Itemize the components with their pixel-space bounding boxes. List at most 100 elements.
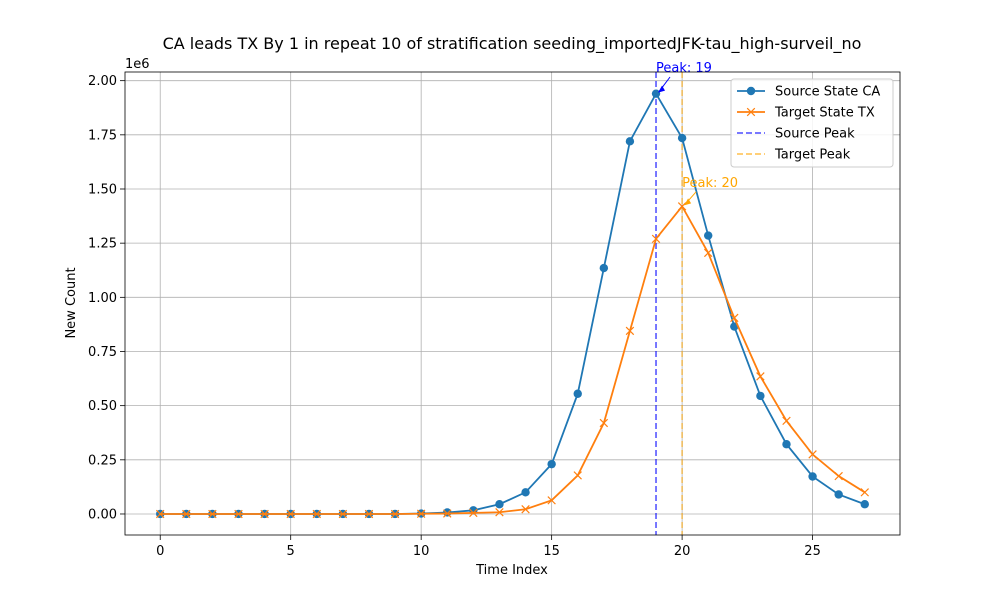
- marker-stroke: [443, 509, 452, 518]
- data-point: [547, 496, 556, 505]
- annotation-label: Peak: 19: [656, 61, 712, 76]
- marker-stroke: [208, 509, 217, 519]
- data-point: [808, 472, 817, 481]
- axes-frame: [124, 71, 901, 536]
- data-point: [808, 450, 817, 459]
- annotation-label: Peak: 20: [682, 176, 738, 191]
- marker-stroke: [625, 326, 635, 336]
- y-tick-label: 1.75: [88, 128, 117, 143]
- data-point: [286, 509, 295, 519]
- y-axis-label: New Count: [64, 267, 79, 338]
- marker-stroke: [521, 504, 530, 514]
- data-point: [599, 418, 609, 428]
- data-point: [312, 509, 322, 519]
- x-axis-label: Time Index: [475, 563, 548, 578]
- data-point: [260, 509, 269, 519]
- data-point: [521, 504, 530, 514]
- series-line: [160, 204, 866, 515]
- legend-box: [730, 78, 894, 168]
- data-point: [364, 509, 374, 519]
- marker-stroke: [338, 509, 348, 519]
- legend-entry: Target State TX: [737, 106, 875, 121]
- y-tick-label: 1.25: [88, 237, 117, 252]
- legend-entry: Source State CA: [737, 85, 880, 100]
- data-point: [625, 326, 635, 336]
- chart-title: CA leads TX By 1 in repeat 10 of stratif…: [163, 34, 862, 54]
- marker-stroke: [677, 202, 687, 211]
- data-point: [651, 234, 661, 244]
- marker-stroke: [182, 509, 191, 519]
- y-tick-label: 0.00: [88, 507, 117, 522]
- marker-stroke: [782, 416, 791, 426]
- x-tick-label: 0: [156, 544, 164, 559]
- marker-stroke: [834, 471, 843, 481]
- y-offset-label: 1e6: [125, 57, 150, 72]
- marker-stroke: [416, 509, 426, 518]
- data-point: [677, 202, 687, 211]
- marker-stroke: [156, 509, 165, 519]
- marker-stroke: [573, 471, 582, 480]
- data-point: [782, 440, 791, 449]
- marker-stroke: [390, 509, 400, 519]
- data-point: [704, 231, 713, 240]
- x-tick-label: 5: [287, 544, 295, 559]
- data-point: [860, 488, 869, 497]
- marker-stroke: [703, 248, 713, 258]
- y-tick-label: 0.25: [88, 453, 117, 468]
- data-point: [756, 372, 765, 381]
- data-point: [703, 248, 713, 258]
- y-tick-label: 0.75: [88, 345, 117, 360]
- data-point: [625, 137, 635, 146]
- data-point: [390, 509, 400, 519]
- marker-stroke: [547, 496, 556, 505]
- legend-label: Target Peak: [774, 148, 851, 163]
- data-point: [573, 389, 582, 398]
- marker-stroke: [364, 509, 374, 519]
- y-tick-label: 1.00: [88, 291, 117, 306]
- data-point: [547, 459, 556, 469]
- x-tick-label: 25: [804, 544, 821, 559]
- marker-stroke: [730, 313, 739, 323]
- data-point: [208, 509, 217, 519]
- data-point: [443, 508, 452, 517]
- legend: Source State CA Target State TX Source Pea…: [730, 78, 894, 168]
- data-point: [860, 500, 869, 509]
- marker-stroke: [495, 508, 504, 517]
- data-point: [834, 471, 843, 481]
- data-point: [416, 509, 426, 518]
- x-tick-label: 10: [413, 544, 430, 559]
- marker-stroke: [808, 450, 817, 459]
- data-point: [834, 490, 843, 499]
- legend-marker: [746, 107, 756, 117]
- data-point: [234, 509, 243, 519]
- data-point: [651, 89, 661, 98]
- data-point: [156, 509, 165, 519]
- data-point: [182, 509, 191, 519]
- data-point: [599, 263, 609, 273]
- marker-stroke: [260, 509, 269, 519]
- marker-stroke: [756, 372, 765, 381]
- legend-label: Target State TX: [774, 106, 875, 121]
- marker-stroke: [286, 509, 295, 519]
- marker-stroke: [860, 488, 869, 497]
- data-point: [338, 509, 348, 519]
- legend-label: Source Peak: [775, 127, 855, 142]
- data-point: [521, 488, 530, 497]
- data-point: [469, 508, 478, 518]
- data-point: [495, 508, 504, 517]
- legend-entry: Source Peak: [737, 127, 855, 142]
- data-point: [495, 500, 504, 509]
- annotation-arrowhead: [684, 198, 692, 206]
- y-tick-label: 2.00: [88, 74, 117, 89]
- legend-marker: [746, 86, 756, 96]
- y-tick-label: 1.50: [88, 182, 117, 197]
- data-point: [573, 471, 582, 480]
- x-tick-label: 20: [674, 544, 691, 559]
- data-point: [677, 133, 687, 143]
- data-point: [782, 416, 791, 426]
- x-tick-label: 15: [543, 544, 560, 559]
- data-point: [730, 313, 739, 323]
- data-point: [756, 391, 765, 401]
- legend-entry: Target Peak: [737, 148, 851, 163]
